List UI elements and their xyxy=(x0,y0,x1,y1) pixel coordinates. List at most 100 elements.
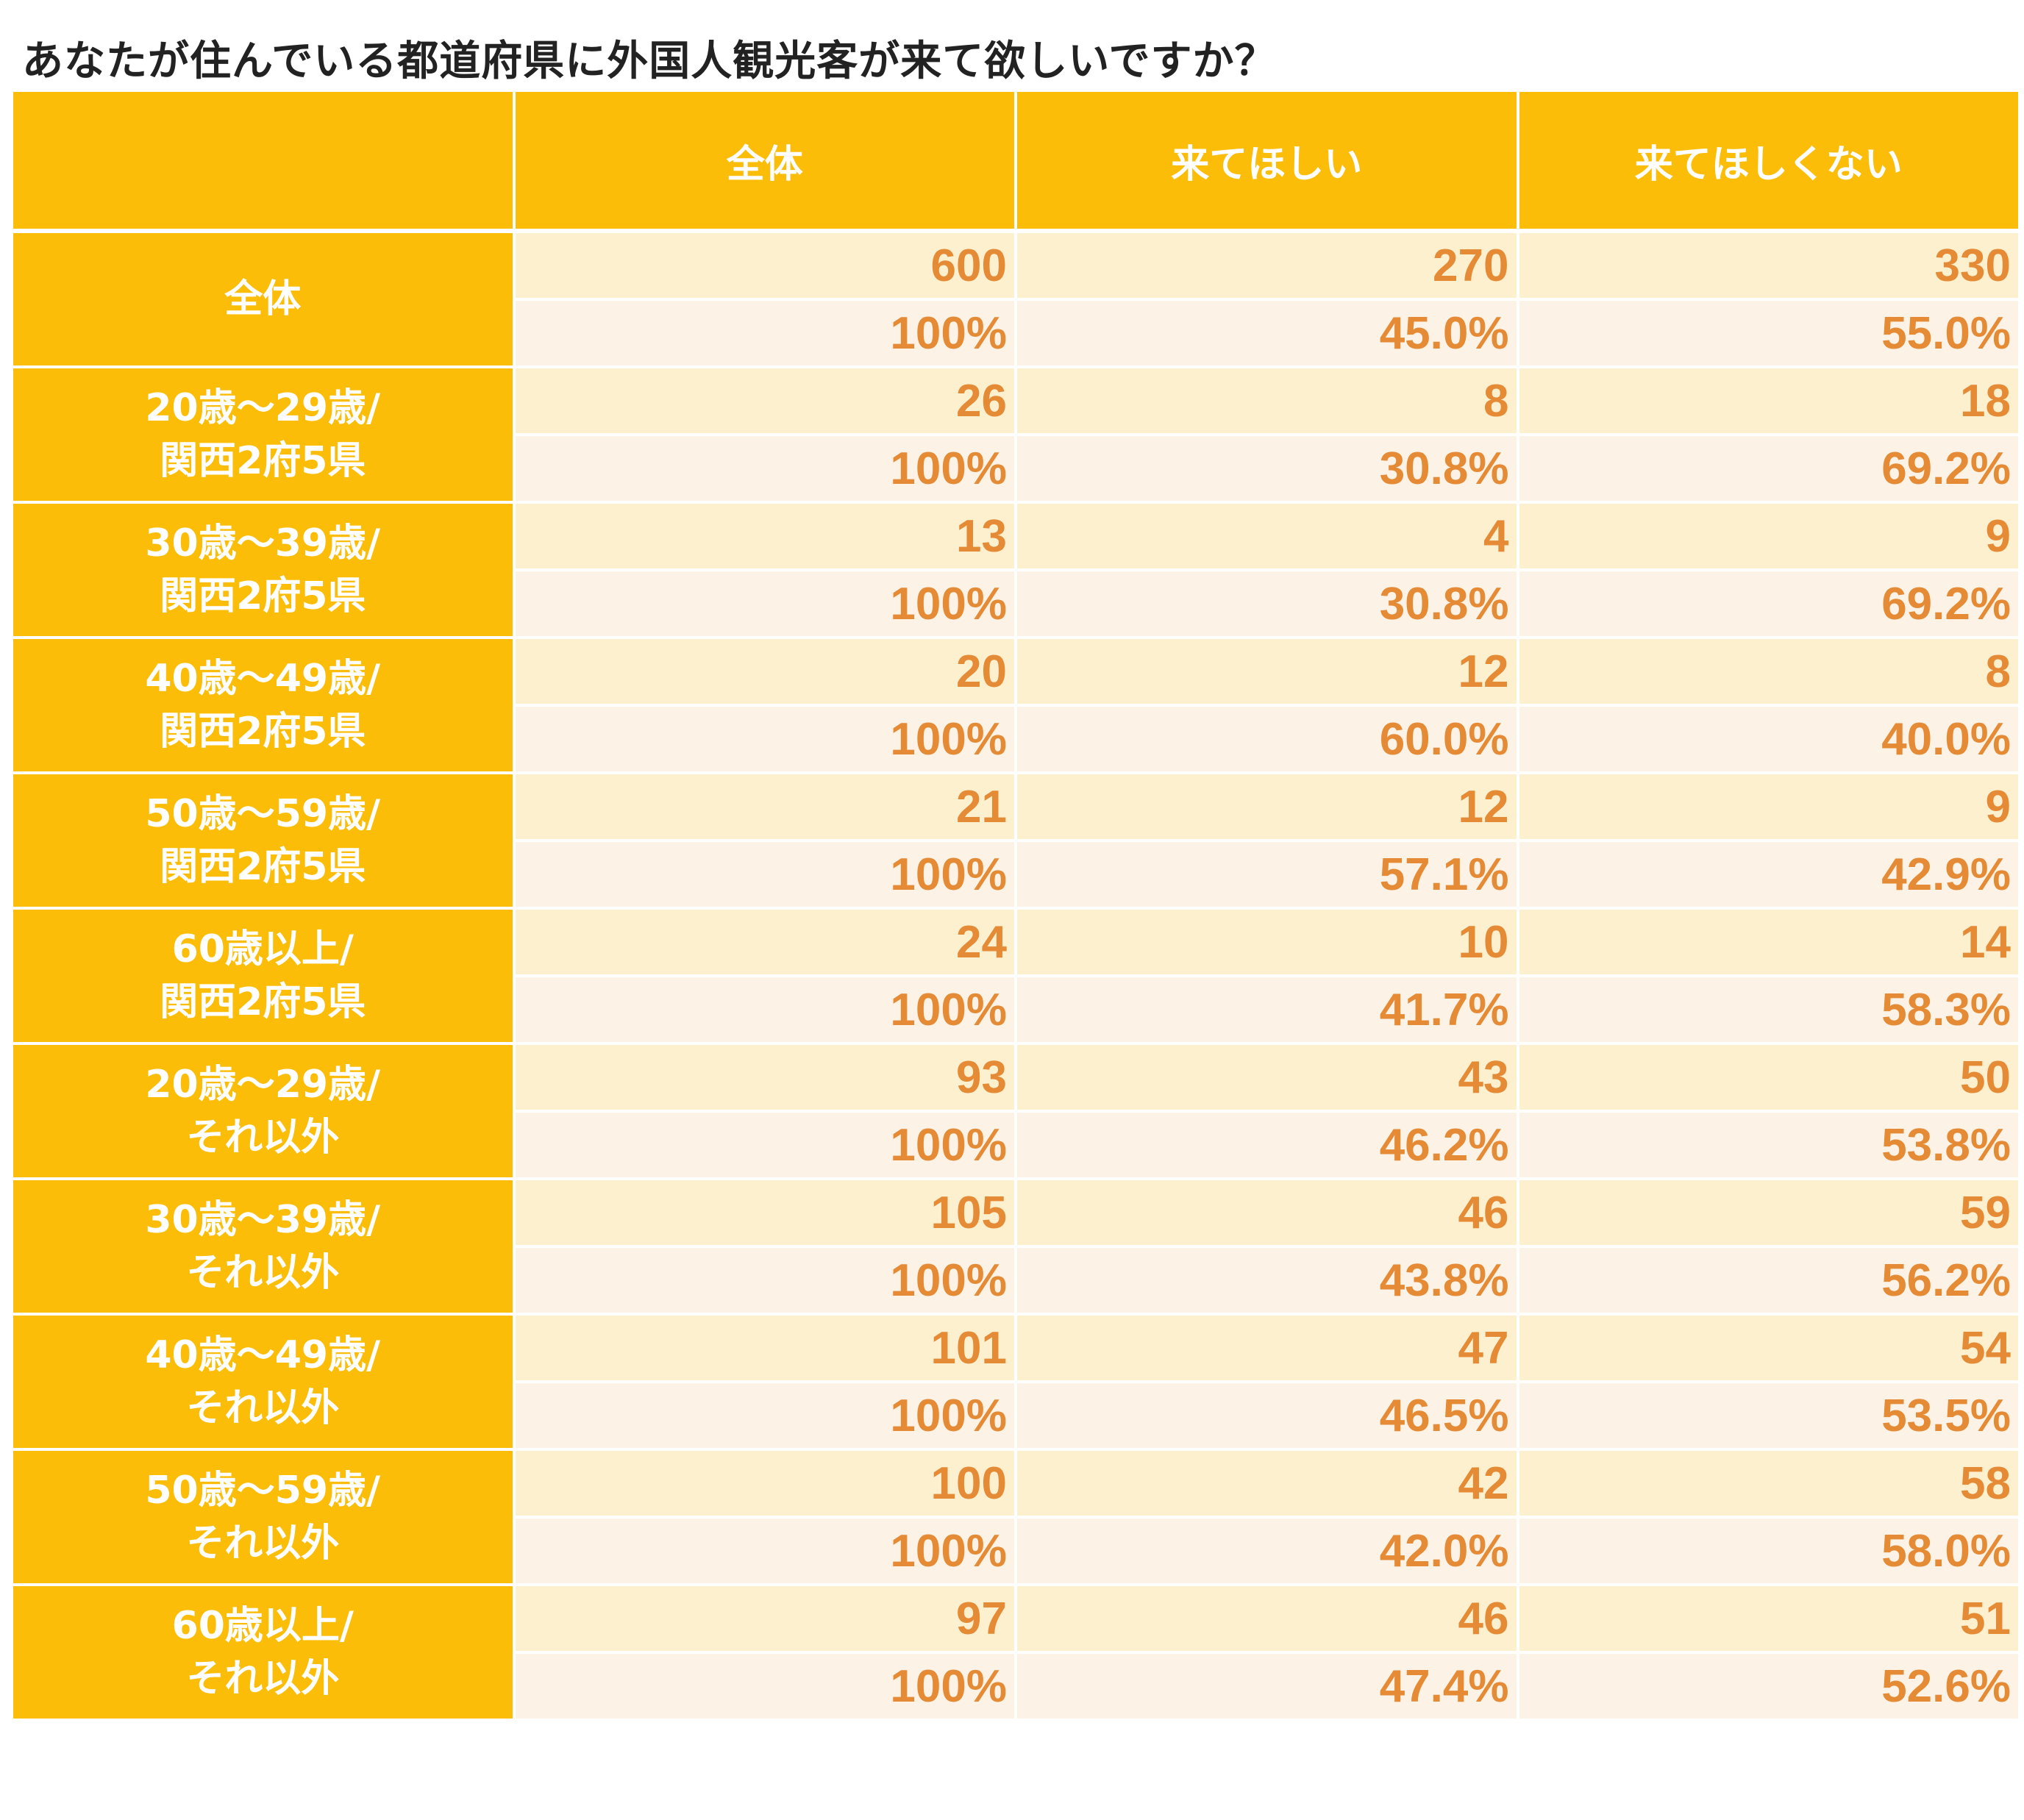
row-label-line: 60歳以上/ xyxy=(171,927,354,971)
table-row-percent: 100% 30.8% 69.2% xyxy=(13,436,2021,504)
percent-cell-want: 57.1% xyxy=(1017,842,1519,910)
percent-cell-total: 100% xyxy=(515,1248,1017,1316)
percent-cell-total: 100% xyxy=(515,1113,1017,1180)
count-cell-want: 42 xyxy=(1017,1451,1519,1519)
row-label-line: それ以外 xyxy=(186,1386,340,1430)
table-row-percent: 100% 60.0% 40.0% xyxy=(13,707,2021,774)
percent-cell-total: 100% xyxy=(515,977,1017,1045)
chart-title: あなたが住んでいる都道府県に外国人観光客が来て欲しいですか？ xyxy=(22,38,1277,85)
percent-cell-not-want: 55.0% xyxy=(1519,301,2021,368)
percent-cell-want: 42.0% xyxy=(1017,1519,1519,1586)
count-cell-total: 101 xyxy=(515,1316,1017,1383)
row-label-line: 50歳〜59歳/ xyxy=(145,1469,381,1513)
count-cell-total: 97 xyxy=(515,1586,1017,1654)
percent-cell-want: 47.4% xyxy=(1017,1654,1519,1721)
count-cell-total: 20 xyxy=(515,639,1017,707)
percent-cell-not-want: 56.2% xyxy=(1519,1248,2021,1316)
percent-cell-not-want: 53.8% xyxy=(1519,1113,2021,1180)
table-row-count: 30歳〜39歳/関西2府5県 13 4 9 xyxy=(13,504,2021,639)
table-header: 全体 来てほしい 来てほしくない xyxy=(13,92,2021,233)
row-label-line: 全体 xyxy=(224,277,302,321)
table-row-percent: 100% 46.2% 53.8% xyxy=(13,1113,2021,1180)
percent-cell-not-want: 58.0% xyxy=(1519,1519,2021,1586)
table-row-percent: 100% 57.1% 42.9% xyxy=(13,842,2021,910)
table-row-percent: 100% 30.8% 69.2% xyxy=(13,571,2021,639)
count-cell-not-want: 18 xyxy=(1519,368,2021,436)
count-cell-not-want: 58 xyxy=(1519,1451,2021,1519)
column-header-total: 全体 xyxy=(515,92,1017,233)
percent-cell-total: 100% xyxy=(515,571,1017,639)
row-label: 50歳〜59歳/関西2府5県 xyxy=(13,774,516,910)
row-label: 60歳以上/それ以外 xyxy=(13,1586,516,1721)
row-label-line: 30歳〜39歳/ xyxy=(145,1198,381,1242)
percent-cell-want: 46.2% xyxy=(1017,1113,1519,1180)
percent-cell-want: 45.0% xyxy=(1017,301,1519,368)
count-cell-want: 10 xyxy=(1017,910,1519,977)
count-cell-total: 105 xyxy=(515,1180,1017,1248)
row-label: 30歳〜39歳/関西2府5県 xyxy=(13,504,516,639)
column-header-not-want: 来てほしくない xyxy=(1519,92,2021,233)
count-cell-not-want: 51 xyxy=(1519,1586,2021,1654)
table-row-percent: 100% 42.0% 58.0% xyxy=(13,1519,2021,1586)
column-header-want: 来てほしい xyxy=(1017,92,1519,233)
percent-cell-total: 100% xyxy=(515,842,1017,910)
count-cell-total: 26 xyxy=(515,368,1017,436)
row-label: 40歳〜49歳/それ以外 xyxy=(13,1316,516,1451)
percent-cell-total: 100% xyxy=(515,1654,1017,1721)
row-label-line: 関西2府5県 xyxy=(160,439,366,483)
row-label-line: 40歳〜49歳/ xyxy=(145,1333,381,1377)
row-label: 40歳〜49歳/関西2府5県 xyxy=(13,639,516,774)
row-label-line: 20歳〜29歳/ xyxy=(145,386,381,430)
count-cell-not-want: 330 xyxy=(1519,233,2021,301)
table-row-count: 60歳以上/それ以外 97 46 51 xyxy=(13,1586,2021,1721)
percent-cell-want: 60.0% xyxy=(1017,707,1519,774)
count-cell-want: 46 xyxy=(1017,1180,1519,1248)
count-cell-want: 270 xyxy=(1017,233,1519,301)
survey-table: 全体 来てほしい 来てほしくない 全体 600 270 330 100% 45.0% 55.… xyxy=(13,92,2021,1721)
percent-cell-not-want: 40.0% xyxy=(1519,707,2021,774)
table-row-count: 40歳〜49歳/関西2府5県 20 12 8 xyxy=(13,639,2021,774)
percent-cell-not-want: 69.2% xyxy=(1519,571,2021,639)
row-label-line: 20歳〜29歳/ xyxy=(145,1063,381,1107)
row-label-line: 関西2府5県 xyxy=(160,710,366,754)
count-cell-want: 43 xyxy=(1017,1045,1519,1113)
row-label-line: 30歳〜39歳/ xyxy=(145,521,381,565)
count-cell-want: 46 xyxy=(1017,1586,1519,1654)
percent-cell-not-want: 52.6% xyxy=(1519,1654,2021,1721)
row-label-line: 関西2府5県 xyxy=(160,980,366,1024)
percent-cell-want: 30.8% xyxy=(1017,571,1519,639)
percent-cell-not-want: 53.5% xyxy=(1519,1383,2021,1451)
count-cell-not-want: 9 xyxy=(1519,774,2021,842)
row-label: 20歳〜29歳/関西2府5県 xyxy=(13,368,516,504)
table-row-percent: 100% 46.5% 53.5% xyxy=(13,1383,2021,1451)
row-label-line: それ以外 xyxy=(186,1521,340,1566)
percent-cell-want: 43.8% xyxy=(1017,1248,1519,1316)
count-cell-want: 8 xyxy=(1017,368,1519,436)
percent-cell-not-want: 69.2% xyxy=(1519,436,2021,504)
header-row: 全体 来てほしい 来てほしくない xyxy=(13,92,2021,233)
count-cell-total: 13 xyxy=(515,504,1017,571)
table-row-percent: 100% 45.0% 55.0% xyxy=(13,301,2021,368)
count-cell-not-want: 50 xyxy=(1519,1045,2021,1113)
row-label-line: それ以外 xyxy=(186,1657,340,1701)
percent-cell-want: 30.8% xyxy=(1017,436,1519,504)
count-cell-total: 100 xyxy=(515,1451,1017,1519)
percent-cell-total: 100% xyxy=(515,1519,1017,1586)
row-label-line: 関西2府5県 xyxy=(160,574,366,618)
percent-cell-total: 100% xyxy=(515,436,1017,504)
count-cell-not-want: 59 xyxy=(1519,1180,2021,1248)
table-row-count: 全体 600 270 330 xyxy=(13,233,2021,368)
row-label-line: それ以外 xyxy=(186,1251,340,1295)
percent-cell-want: 41.7% xyxy=(1017,977,1519,1045)
row-label-line: 40歳〜49歳/ xyxy=(145,657,381,701)
row-label: 30歳〜39歳/それ以外 xyxy=(13,1180,516,1316)
percent-cell-total: 100% xyxy=(515,1383,1017,1451)
count-cell-want: 12 xyxy=(1017,639,1519,707)
row-label: 全体 xyxy=(13,233,516,368)
row-label-line: 関西2府5県 xyxy=(160,845,366,889)
percent-cell-total: 100% xyxy=(515,707,1017,774)
count-cell-total: 21 xyxy=(515,774,1017,842)
table-row-count: 20歳〜29歳/それ以外 93 43 50 xyxy=(13,1045,2021,1180)
count-cell-want: 12 xyxy=(1017,774,1519,842)
header-corner xyxy=(13,92,516,233)
